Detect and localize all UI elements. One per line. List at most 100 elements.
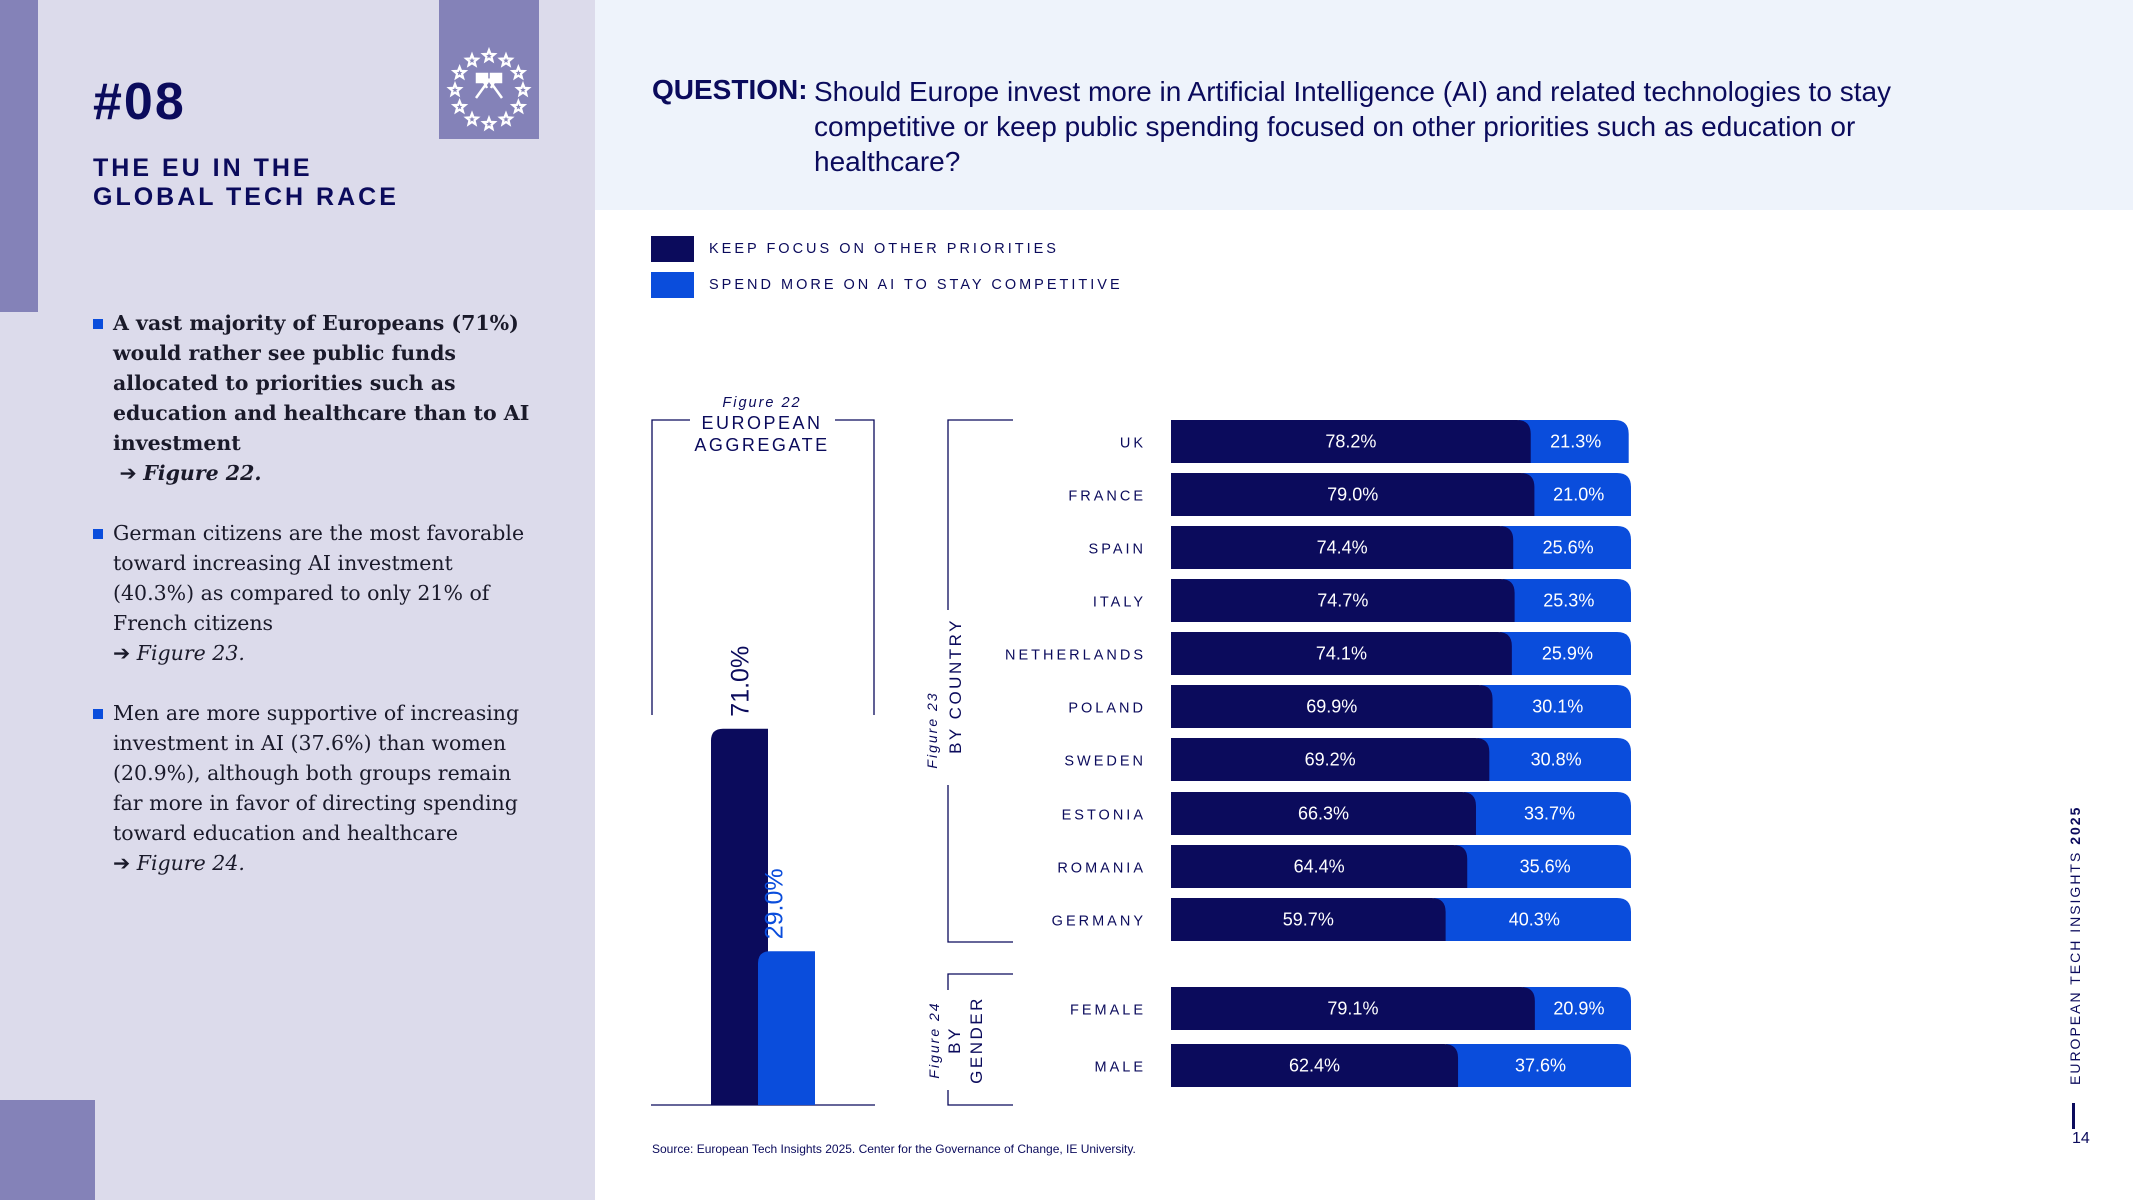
star-icon	[480, 46, 498, 64]
bar-france-ai	[1522, 473, 1631, 516]
decorative-strip	[0, 0, 38, 312]
figure24-frame	[947, 973, 1013, 1106]
star-icon	[497, 110, 515, 127]
data-label-male-other: 62.4%	[1289, 1056, 1340, 1076]
data-label-italy-other: 74.7%	[1317, 591, 1368, 611]
arrow-right-icon: ➔	[113, 851, 131, 875]
finding-bullet: A vast majority of Europeans (71%) would…	[93, 308, 533, 488]
page-number: 14	[2072, 1130, 2090, 1147]
question-text: Should Europe invest more in Artificial …	[814, 76, 1892, 177]
legend-swatch-ai	[651, 272, 694, 298]
figure-reference: Figure 24.	[136, 851, 245, 875]
bullet-square-icon	[93, 529, 103, 539]
side-label: EUROPEAN TECH INSIGHTS 2025	[2067, 806, 2091, 1085]
finding-text: A vast majority of Europeans (71%) would…	[113, 311, 530, 455]
finding-bullet: German citizens are the most favorable t…	[93, 518, 533, 668]
data-label-estonia-ai: 33.7%	[1524, 804, 1575, 824]
bar-female-other-priorities	[1171, 987, 1535, 1030]
bar-poland-ai	[1480, 685, 1631, 728]
category-label-sweden: SWEDEN	[1064, 754, 1146, 770]
figure23-frame	[947, 419, 1013, 943]
figure23-bars: 78.2% 21.3% UK 79.0% 21.0% FRANCE 74.4% 25.6% SP…	[1005, 420, 1631, 941]
figure23-label: Figure 23	[924, 691, 940, 768]
bar-romania-other-priorities	[1171, 845, 1468, 888]
star-icon	[509, 64, 528, 81]
category-label-female: FEMALE	[1070, 1003, 1146, 1019]
data-label-sweden-other: 69.2%	[1305, 750, 1356, 770]
figure-reference: Figure 22.	[143, 461, 262, 485]
bar-uk-other-priorities	[1171, 420, 1531, 463]
data-label-france-ai: 21.0%	[1553, 485, 1604, 505]
data-label-female-ai: 20.9%	[1553, 999, 1604, 1019]
data-label-uk-ai: 21.3%	[1550, 432, 1601, 452]
data-label-poland-other: 69.9%	[1306, 697, 1357, 717]
data-label-spain-other: 74.4%	[1317, 538, 1368, 558]
question-box	[595, 0, 2133, 210]
figure24-bars: 79.1% 20.9% FEMALE 62.4% 37.6% MALE	[1070, 987, 1631, 1087]
section-title-line2: GLOBAL TECH RACE	[93, 183, 399, 211]
data-label-female-other: 79.1%	[1327, 999, 1378, 1019]
data-label-netherlands-ai: 25.9%	[1542, 644, 1593, 664]
category-label-france: FRANCE	[1068, 489, 1146, 505]
bar-spain-other-priorities	[1171, 526, 1514, 569]
figure24-label: Figure 24	[926, 1001, 942, 1078]
star-icon	[446, 80, 464, 98]
finding-text: Men are more supportive of increasing in…	[113, 701, 520, 845]
star-icon	[463, 110, 481, 127]
left-panel	[0, 0, 595, 1200]
star-icon	[514, 80, 532, 98]
data-label-sweden-ai: 30.8%	[1531, 750, 1582, 770]
category-label-italy: ITALY	[1093, 595, 1146, 611]
bar-estonia-ai	[1463, 792, 1631, 835]
side-label-text: EUROPEAN TECH INSIGHTS	[2067, 850, 2083, 1085]
figure22-title-line1: EUROPEAN	[701, 413, 822, 433]
figure23-title: BY COUNTRY	[946, 618, 965, 754]
star-icon	[480, 114, 498, 132]
bar-uk-ai	[1518, 420, 1629, 463]
category-label-germany: GERMANY	[1052, 914, 1146, 930]
bar-italy-other-priorities	[1171, 579, 1515, 622]
figure24-title-line2: GENDER	[967, 996, 986, 1084]
bar-europe-ai	[758, 951, 815, 1105]
data-label-poland-ai: 30.1%	[1532, 697, 1583, 717]
star-icon	[509, 98, 528, 115]
side-divider	[2072, 1103, 2075, 1129]
question-label: QUESTION:	[652, 74, 808, 105]
star-icon	[450, 98, 469, 115]
legend-swatch-other-priorities	[651, 236, 694, 262]
figure22-label: Figure 22	[722, 395, 801, 411]
data-label-estonia-other: 66.3%	[1298, 804, 1349, 824]
figure22-bars: 71.0% 29.0%	[711, 646, 815, 1105]
bar-sweden-other-priorities	[1171, 738, 1490, 781]
bar-germany-other-priorities	[1171, 898, 1446, 941]
finding-bullet: Men are more supportive of increasing in…	[93, 698, 533, 878]
category-label-uk: UK	[1120, 436, 1146, 452]
data-label-netherlands-other: 74.1%	[1316, 644, 1367, 664]
eu-stars-badge	[439, 0, 539, 139]
bar-estonia-other-priorities	[1171, 792, 1476, 835]
bar-romania-ai	[1455, 845, 1631, 888]
category-label-estonia: ESTONIA	[1062, 808, 1146, 824]
legend-label-other-priorities: KEEP FOCUS ON OTHER PRIORITIES	[709, 241, 1059, 257]
arrow-right-icon: ➔	[113, 641, 131, 665]
category-label-netherlands: NETHERLANDS	[1005, 648, 1146, 664]
source-note: Source: European Tech Insights 2025. Cen…	[652, 1142, 1136, 1156]
data-label-germany-other: 59.7%	[1283, 910, 1334, 930]
legend-label-ai: SPEND MORE ON AI TO STAY COMPETITIVE	[709, 277, 1123, 293]
star-icon	[497, 51, 515, 68]
data-label-spain-ai: 25.6%	[1543, 538, 1594, 558]
section-title: THE EU IN THE GLOBAL TECH RACE	[93, 154, 399, 212]
bar-poland-other-priorities	[1171, 685, 1493, 728]
data-label-france-other: 79.0%	[1327, 485, 1378, 505]
bar-italy-ai	[1502, 579, 1631, 622]
data-label-uk-other: 78.2%	[1325, 432, 1376, 452]
category-label-poland: POLAND	[1068, 701, 1146, 717]
bullet-square-icon	[93, 319, 103, 329]
bullet-square-icon	[93, 709, 103, 719]
data-label-romania-other: 64.4%	[1294, 857, 1345, 877]
section-title-line1: THE EU IN THE	[93, 154, 313, 182]
bar-sweden-ai	[1477, 738, 1631, 781]
key-findings: A vast majority of Europeans (71%) would…	[93, 308, 533, 908]
finding-text: German citizens are the most favorable t…	[113, 521, 525, 635]
